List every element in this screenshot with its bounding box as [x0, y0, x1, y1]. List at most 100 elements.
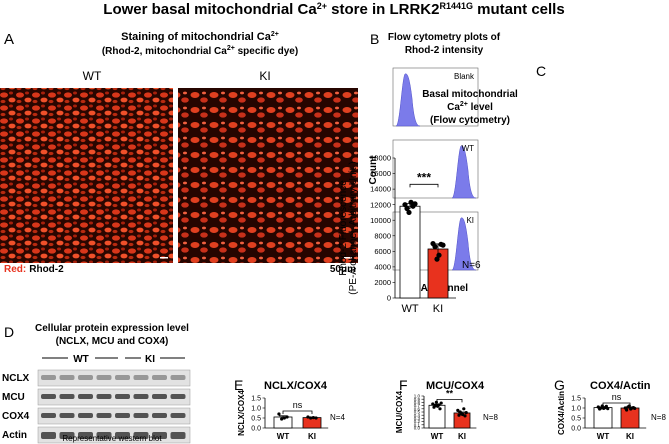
y-axis-label: COX4/Actin — [557, 391, 566, 435]
data-point — [402, 202, 408, 208]
chart-title: COX4/Actin — [590, 380, 651, 392]
data-point — [464, 411, 468, 415]
blot-band — [133, 394, 149, 399]
scale-bar — [160, 257, 168, 259]
blot-strip — [37, 369, 191, 387]
micrograph — [0, 88, 173, 263]
blot-band — [133, 432, 149, 439]
data-point — [408, 199, 414, 205]
y-tick-label: 0.3 — [414, 416, 421, 421]
bar — [302, 417, 322, 429]
data-point — [432, 244, 438, 250]
significance-bracket — [602, 402, 631, 406]
micrograph — [178, 88, 358, 263]
y-axis-label: (PE-A channel, Arbitrary Unit ) — [348, 161, 359, 294]
blot-band — [152, 394, 167, 399]
blot-band — [152, 413, 167, 418]
n-label: N=4 — [330, 413, 345, 422]
y-tick-label: 0.5 — [571, 415, 581, 422]
data-point — [434, 256, 440, 262]
scale-label: 50μm — [330, 264, 356, 275]
data-point — [406, 209, 412, 216]
bar — [593, 407, 613, 429]
blot-band — [115, 413, 130, 418]
figure-title: Lower basal mitochondrial Ca2+ store in … — [103, 1, 564, 18]
group-label: WT — [73, 354, 89, 365]
data-point — [306, 415, 310, 419]
data-point — [433, 404, 437, 408]
y-tick-label: 0.8 — [414, 400, 421, 405]
y-tick-label: 16000 — [370, 169, 391, 178]
significance: ** — [446, 388, 454, 398]
panel-title: Flow cytometry plots of — [388, 32, 501, 43]
y-tick-label: 0.1 — [414, 422, 421, 427]
row-label: Actin — [2, 430, 27, 441]
data-point — [437, 403, 441, 407]
panel-label: E — [234, 377, 243, 393]
data-point — [404, 205, 410, 212]
caption: Representative western blot — [62, 434, 162, 443]
data-point — [436, 252, 442, 258]
blot-band — [41, 432, 56, 439]
x-tick-label: WT — [431, 432, 444, 441]
y-tick-label: 0.5 — [414, 410, 421, 415]
panel-title: (Flow cytometry) — [430, 115, 510, 126]
y-tick-label: 0.6 — [414, 406, 421, 411]
panel-subtitle: (Rhod-2, mitochondrial Ca2+ specific dye… — [102, 45, 298, 57]
blot-band — [96, 413, 112, 418]
panel-label: B — [370, 31, 379, 47]
data-point — [633, 406, 637, 410]
y-tick-label: 0.0 — [251, 425, 261, 432]
row-label: COX4 — [2, 411, 30, 422]
data-point — [280, 417, 284, 421]
y-tick-label: 8000 — [374, 231, 391, 240]
blot-band — [41, 394, 56, 399]
panel-label: C — [536, 63, 546, 79]
image-label: KI — [259, 69, 270, 83]
data-point — [314, 416, 318, 420]
blot-band — [96, 375, 112, 380]
x-tick-label: WT — [401, 303, 418, 315]
significance-bracket — [436, 399, 463, 403]
data-point — [438, 407, 442, 411]
y-tick-label: 2000 — [374, 278, 391, 287]
panel-label: F — [399, 377, 408, 393]
blot-strip — [37, 407, 191, 425]
bar — [428, 404, 446, 429]
n-label: N=8 — [651, 413, 666, 422]
blot-band — [170, 375, 186, 380]
histogram — [451, 217, 477, 271]
y-tick-label: 1.5 — [571, 395, 581, 402]
blot-band — [78, 413, 93, 418]
panel-title: Cellular protein expression level — [35, 323, 189, 334]
y-axis-label: MCU/COX4 — [395, 390, 404, 433]
blot-band — [115, 394, 130, 399]
data-point — [277, 412, 281, 416]
data-point — [309, 416, 313, 420]
y-tick-label: 0 — [387, 294, 391, 303]
blot-strip — [37, 426, 191, 444]
y-tick-label: 4000 — [374, 263, 391, 272]
panel-title: Basal mitochondrial — [422, 89, 518, 100]
y-tick-label: 1.0 — [571, 405, 581, 412]
row-label: MCU — [2, 392, 25, 403]
plot-label: WT — [462, 144, 475, 153]
blot-band — [170, 413, 186, 418]
plot-label: KI — [466, 216, 474, 225]
y-tick-label: 0.2 — [414, 419, 421, 424]
row-label: NCLX — [2, 373, 30, 384]
blot-strip — [37, 388, 191, 406]
data-point — [625, 408, 629, 412]
data-point — [457, 413, 461, 417]
y-axis-label: NCLX/COX4 — [237, 390, 246, 436]
blot-band — [152, 375, 167, 380]
y-tick-label: 12000 — [370, 200, 391, 209]
blot-band — [170, 394, 186, 399]
data-point — [606, 407, 610, 411]
image-label: WT — [83, 69, 102, 83]
data-point — [462, 407, 466, 411]
chart-title: MCU/COX4 — [426, 380, 485, 392]
panel-title: Rhod-2 intensity — [405, 45, 484, 56]
blot-band — [133, 413, 149, 418]
chart-title: NCLX/COX4 — [264, 380, 328, 392]
